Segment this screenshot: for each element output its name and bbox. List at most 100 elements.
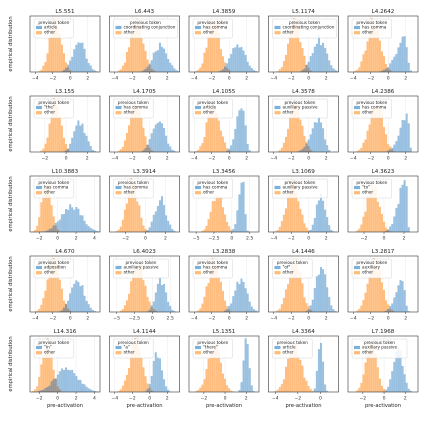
legend-box xyxy=(192,18,233,39)
histogram-bar-other xyxy=(58,34,61,72)
x-tick-label: 0 xyxy=(228,156,231,162)
histogram-bar-feature xyxy=(399,187,402,232)
histogram-bar-feature xyxy=(383,311,386,312)
histogram-bar-feature xyxy=(75,375,78,392)
axes-frame xyxy=(268,335,339,393)
y-axis-label: empirical distribution xyxy=(8,336,14,391)
histogram-bar-other xyxy=(228,388,231,392)
histogram-bar-feature xyxy=(254,310,257,312)
histogram-bar-feature xyxy=(228,305,231,312)
histogram-bar-other xyxy=(301,48,304,72)
histogram-bar-other xyxy=(217,120,220,152)
histogram-bar-other xyxy=(138,24,141,73)
histogram-bar-feature xyxy=(87,141,90,152)
histogram-bar-other xyxy=(289,354,292,392)
histogram-bar-feature xyxy=(399,350,402,392)
histogram-bar-feature xyxy=(319,342,323,392)
histogram-bar-other xyxy=(46,338,49,392)
histogram-bar-other xyxy=(295,22,298,72)
histogram-bar-other xyxy=(303,135,306,152)
histogram-bar-feature xyxy=(234,47,237,72)
histogram-bar-other xyxy=(360,147,363,152)
x-tick-label: 2 xyxy=(325,236,328,242)
legend-swatch xyxy=(195,345,201,350)
legend-swatch xyxy=(354,111,360,115)
legend-box xyxy=(33,178,74,199)
legend-entry: other xyxy=(283,110,294,115)
histogram-bar-overlap xyxy=(44,388,47,392)
subplot-L4-1446: L4.1446 −4 −2 0 2 previous token"of"other xyxy=(268,249,339,322)
histogram-bar-overlap xyxy=(38,390,41,392)
histogram-bar-other xyxy=(385,300,388,312)
histogram-bar-overlap xyxy=(46,230,49,232)
x-tick-label: 0 xyxy=(56,236,59,242)
legend-swatch xyxy=(274,271,281,275)
histogram-bar-feature xyxy=(169,146,172,152)
x-tick-label: −2 xyxy=(49,76,56,82)
axes-frame xyxy=(29,15,101,73)
histogram-bar-other xyxy=(360,305,363,312)
histogram-bar-other xyxy=(201,63,204,72)
histogram-bar-other xyxy=(366,130,369,152)
histogram-bar-overlap xyxy=(48,229,51,232)
x-tick-label: 2 xyxy=(86,316,89,322)
histogram-bar-feature xyxy=(332,309,335,312)
y-axis-label: empirical distribution xyxy=(8,176,14,231)
histogram-bar-feature xyxy=(242,50,245,72)
subplot-title: L4.3364 xyxy=(292,329,315,335)
histogram-bar-other xyxy=(374,25,377,72)
histogram-bar-feature xyxy=(326,145,329,152)
histogram-bar-overlap xyxy=(309,309,312,312)
legend-entry: other xyxy=(362,110,373,115)
histogram-bar-other xyxy=(125,52,129,72)
legend-entry: "to" xyxy=(362,185,370,190)
histogram-bar-other xyxy=(46,53,49,72)
histogram-bar-overlap xyxy=(67,67,70,72)
histogram-bar-overlap xyxy=(52,225,55,232)
legend-entry: "in" xyxy=(44,345,52,350)
histogram-bar-other xyxy=(52,258,55,312)
histogram-bar-other xyxy=(199,146,202,152)
histogram-bar-feature xyxy=(240,46,243,72)
legend-swatch xyxy=(36,25,42,30)
legend-entry: other xyxy=(203,350,214,355)
histogram-bar-other xyxy=(195,71,198,72)
histogram-bar-other xyxy=(364,139,367,152)
axes-frame xyxy=(29,95,101,153)
legend-swatch xyxy=(195,191,201,195)
histogram-bar-feature xyxy=(322,200,325,232)
axes-frame xyxy=(188,15,260,73)
axes-frame xyxy=(109,95,180,153)
legend-box xyxy=(272,18,337,39)
histogram-bar-other xyxy=(207,219,210,232)
x-tick-label: 0 xyxy=(148,156,151,162)
legend-swatch xyxy=(274,185,281,190)
histogram-bar-other xyxy=(289,115,292,152)
histogram-bar-feature xyxy=(154,352,157,392)
histogram-bar-feature xyxy=(87,388,90,392)
histogram-bar-other xyxy=(48,350,51,392)
x-tick-label: −2 xyxy=(367,316,374,322)
legend-title: previous token xyxy=(126,260,157,265)
histogram-bar-other xyxy=(372,343,375,392)
histogram-bar-feature xyxy=(244,214,247,232)
histogram-bar-overlap xyxy=(391,149,394,152)
x-tick-label: −4 xyxy=(350,76,357,82)
legend: previous token"of"other xyxy=(272,258,313,279)
x-tick-label: −2 xyxy=(288,76,295,82)
histogram-bar-other xyxy=(203,52,206,72)
histogram-bar-other xyxy=(205,47,208,72)
histogram-bar-feature xyxy=(71,137,74,152)
histogram-bar-other xyxy=(213,21,216,72)
histogram-bar-feature xyxy=(160,370,164,392)
histogram-bar-feature xyxy=(60,368,63,392)
histogram-bar-feature xyxy=(65,209,68,232)
x-tick-label: 2 xyxy=(325,156,328,162)
legend-entry: other xyxy=(44,110,55,115)
histogram-bar-feature xyxy=(409,390,412,392)
histogram-bar-feature xyxy=(397,347,400,392)
histogram-bar-other xyxy=(383,389,386,392)
legend-swatch xyxy=(36,105,42,110)
subplot-title: L4.3578 xyxy=(292,89,315,95)
